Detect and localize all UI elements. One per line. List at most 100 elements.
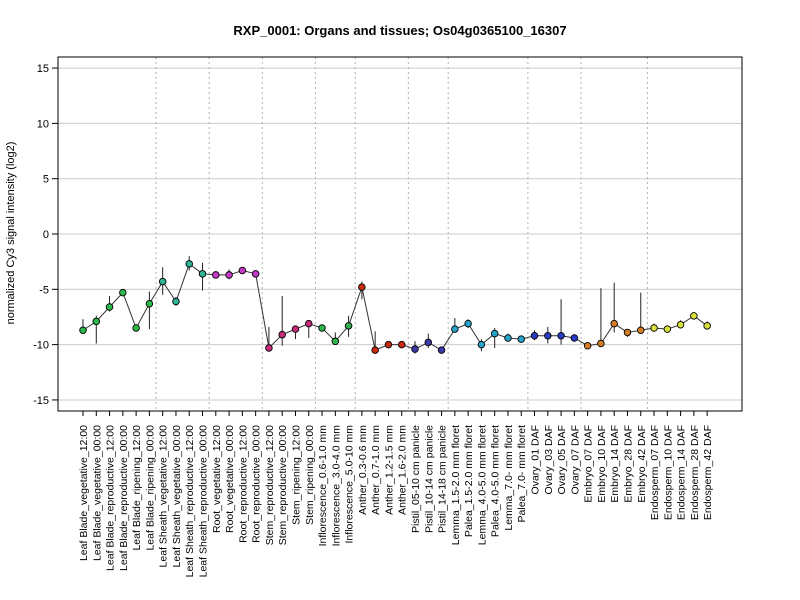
data-point [384, 340, 393, 349]
data-point [610, 319, 618, 328]
series-line [82, 263, 708, 351]
data-point [331, 337, 340, 346]
data-point [570, 334, 579, 342]
data-point [504, 334, 512, 342]
data-point [198, 270, 207, 278]
x-tick-label: Inflorescence_0.6-1.0 mm [317, 425, 329, 547]
y-axis-label: normalized Cy3 signal intensity (log2) [5, 142, 17, 325]
x-tick-label: Embryo_10 DAF [596, 425, 608, 503]
x-tick-label: Stem_reproductive_12:00 [264, 425, 276, 545]
x-tick-label: Leaf Blade_reproductive_00:00 [118, 425, 130, 571]
data-point [291, 325, 300, 333]
data-point [411, 345, 419, 353]
data-point [557, 332, 565, 340]
data-point [676, 320, 685, 329]
data-point [158, 277, 167, 286]
data-point [172, 297, 180, 306]
data-point [318, 324, 326, 332]
x-tick-label: Leaf Sheath_reproductive_00:00 [198, 425, 210, 578]
x-tick-label: Leaf Blade_reproductive_12:00 [105, 425, 117, 571]
plot-frame [57, 56, 743, 412]
data-point [344, 322, 353, 330]
x-tick-label: Anther_0.7-1.0 mm [370, 425, 382, 515]
data-point [79, 326, 87, 334]
data-point [544, 332, 552, 340]
x-tick-label: Leaf Sheath_vegetative_12:00 [158, 425, 170, 568]
x-tick-label: Inflorescence_3.0-4.0 mm [330, 425, 342, 547]
data-point [358, 283, 366, 291]
x-tick-labels: Leaf Blade_vegetative_12:00 Leaf Blade_ve… [78, 411, 714, 577]
data-point [424, 338, 433, 347]
x-tick-label: Stem_reproductive_00:00 [277, 425, 289, 545]
x-tick-label: Palea_1.5-2.0 mm floret [463, 425, 475, 537]
data-point [185, 260, 193, 268]
data-point [278, 330, 286, 339]
data-point [212, 271, 220, 279]
x-tick-label: Embryo_14 DAF [609, 425, 621, 503]
x-tick-label: Inflorescence_5.0-10 mm [344, 425, 356, 544]
data-point [477, 340, 486, 349]
x-tick-label: Ovary_01 DAF [530, 425, 542, 494]
x-tick-label: Anther_1.2-1.5 mm [383, 425, 395, 515]
x-tick-label: Leaf Blade_vegetative_12:00 [78, 425, 90, 561]
data-point [105, 303, 114, 311]
x-tick-label: Stem_ripening_00:00 [304, 425, 316, 525]
y-tick-label: 15 [37, 63, 49, 75]
data-point [145, 299, 154, 308]
data-point [92, 317, 101, 326]
x-tick-label: Ovary_05 DAF [556, 425, 568, 494]
x-tick-label: Palea_4.0-5.0 mm floret [490, 425, 502, 537]
y-tick-label: -5 [39, 284, 49, 296]
data-point [650, 324, 658, 332]
data-point [663, 325, 672, 333]
x-tick-label: Embryo_42 DAF [636, 425, 648, 503]
data-point [690, 312, 698, 320]
x-tick-label: Endosperm_28 DAF [689, 425, 701, 520]
x-tick-label: Palea_7.0- mm floret [516, 425, 528, 523]
x-tick-label: Leaf Sheath_reproductive_12:00 [184, 425, 196, 578]
y-tick-label: 5 [43, 174, 49, 186]
data-point [251, 270, 260, 278]
x-tick-label: Anther_1.6-2.0 mm [397, 425, 409, 515]
data-point [517, 335, 525, 343]
data-point [583, 341, 592, 350]
x-tick-label: Embryo_07 DAF [583, 425, 595, 503]
series-line-group [82, 263, 708, 351]
x-tick-label: Endosperm_10 DAF [662, 425, 674, 520]
x-tick-label: Endosperm_42 DAF [702, 425, 714, 520]
x-tick-label: Pistil_14-18 cm panicle [437, 425, 449, 533]
x-tick-label: Anther_0.3-0.6 mm [357, 425, 369, 515]
data-point [490, 329, 499, 338]
x-tick-label: Root_vegetative_00:00 [224, 425, 236, 533]
x-tick-label: Leaf Blade_ripening_12:00 [131, 425, 143, 551]
data-point [119, 288, 127, 297]
data-point [225, 271, 233, 279]
data-point [371, 346, 379, 354]
data-points [79, 260, 711, 354]
x-tick-label: Lemma_4.0-5.0 mm floret [476, 425, 488, 545]
x-tick-label: Embryo_28 DAF [622, 425, 634, 503]
data-point [464, 319, 472, 328]
y-tick-label: 0 [43, 229, 49, 241]
y-axis: -15 -10 -5 0 5 10 15 [33, 63, 58, 407]
data-point [265, 344, 273, 352]
data-point [305, 319, 313, 328]
x-tick-label: Endosperm_07 DAF [649, 425, 661, 520]
data-point [397, 340, 406, 349]
data-point [437, 346, 446, 354]
x-tick-label: Pistil_05-10 cm panicle [410, 425, 422, 533]
grid-layer [58, 57, 742, 411]
x-tick-label: Leaf Blade_ripening_00:00 [144, 425, 156, 551]
x-tick-label: Root_reproductive_12:00 [237, 425, 249, 543]
data-point [637, 326, 645, 334]
y-tick-label: 10 [37, 118, 49, 130]
data-point [451, 325, 459, 333]
x-tick-label: Pistil_10-14 cm panicle [423, 425, 435, 533]
x-tick-label: Leaf Blade_vegetative_00:00 [91, 425, 103, 561]
x-tick-label: Ovary_07 DAF [569, 425, 581, 494]
x-tick-label: Stem_ripening_12:00 [290, 425, 302, 525]
data-point [703, 322, 711, 330]
x-tick-label: Lemma_7.0- mm floret [503, 425, 515, 531]
x-tick-label: Endosperm_14 DAF [676, 425, 688, 520]
